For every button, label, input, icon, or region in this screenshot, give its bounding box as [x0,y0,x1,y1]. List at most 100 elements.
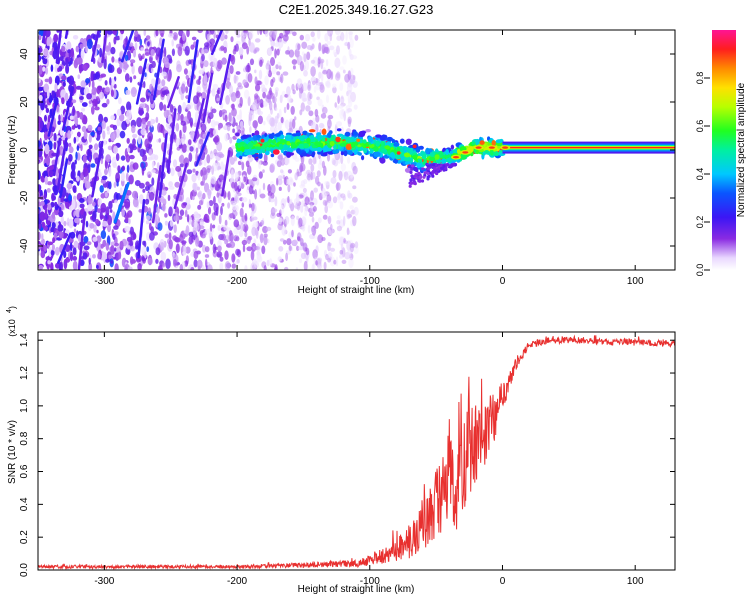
spectrogram-cell [213,211,218,216]
spectrogram-cell [256,137,260,141]
spectrogram-cell [327,215,332,225]
spectrogram-cell [104,80,108,86]
spectrogram-cell [403,156,410,162]
spectrogram-cell [375,134,382,138]
spectrogram-cell [47,241,54,246]
spectrogram-cell [108,64,115,74]
spectrogram-cell [417,171,421,175]
spectrogram-cell [258,69,263,80]
spectrogram-cell [419,175,423,179]
spectrogram-cell [188,139,192,146]
colorbar-tick-label: 0.6 [695,120,705,133]
snr-series-line [38,334,675,570]
spectrogram-cell [396,146,401,153]
snr-y-scale-label: (x10 4 ) [6,306,17,337]
spectrogram-cell [38,94,43,102]
spectrogram-cell [137,263,142,270]
spectrogram-cell [39,211,46,222]
spectrogram-cell [302,242,308,252]
spectrogram-cell [246,179,250,185]
spectrogram-cell [106,30,113,35]
spectrogram-cell [229,136,233,144]
spectrogram-streak [202,72,214,124]
colorbar: 0.0 0.2 0.4 0.6 0.8 Normalized spectral ampl… [695,30,747,276]
spectrogram-cell [100,243,104,249]
spectrogram-cell [297,236,301,241]
spectrogram-cell [358,130,366,138]
spectrogram-cell [362,139,367,144]
spectrogram-cell [207,189,212,200]
spectrogram-cell [46,89,50,99]
svg-text:): ) [7,306,17,309]
spectrogram-cell [159,37,163,47]
spectrogram-cell [212,243,217,254]
spectrogram-cell [408,184,412,188]
spectrogram-cell [269,117,275,127]
spectrogram-cell [155,30,159,37]
spectrogram-cell [349,138,354,143]
spectrogram-cell [167,194,171,202]
spectrogram-cell [127,218,131,225]
spectrogram-cell [379,157,386,164]
spectrogram-cell [220,45,225,51]
spectrogram-cell [262,169,265,174]
spectrogram-cell [336,45,340,55]
spectrogram-cell [112,30,118,36]
spectrogram-cell [60,215,64,225]
spectrogram-cell [193,250,199,260]
spectrogram-cell [109,209,113,213]
spectrogram-cell [241,197,248,203]
colorbar-tick-label: 0.4 [695,168,705,181]
spectrogram-cell [302,130,308,135]
spectrogram-cell [185,225,190,236]
spectrogram-peak [462,151,469,154]
spectrogram-cell [161,189,167,196]
spectrogram-cell [238,47,244,56]
spectrogram-cell [88,262,93,270]
spectrogram-cell [321,237,326,241]
spectrogram-cell [317,264,322,270]
spectrogram-cell [92,236,98,242]
spectrogram-cell [347,98,353,108]
spectrogram-cell [255,221,259,228]
spectrogram-cell [112,124,118,131]
spectrogram-cell [149,93,155,105]
spectrogram-streak [166,108,177,173]
spectrogram-cell [104,168,108,176]
spectrogram-cell [72,260,78,270]
spectrogram-cell [44,114,47,122]
spectrogram-cell [210,30,215,35]
spectrogram-cell [469,146,474,153]
spectrogram-cell [150,226,154,234]
spectrogram-cell [145,35,151,40]
x-tick-label: -300 [94,576,114,587]
spectrogram-cell [90,70,94,82]
spectrogram-cell [292,65,296,70]
spectrogram-cell [110,245,115,255]
spectrogram-cell [274,87,279,93]
spectrogram-cell [185,86,189,94]
spectrogram-cell [312,171,316,180]
spectrogram-cell [204,119,207,126]
spectrogram-cell [296,201,301,211]
spectrogram-cell [235,205,239,212]
spectrogram-cell [168,232,172,241]
spectrogram-cell [106,98,110,105]
spectrogram-cell [309,93,313,100]
spectrogram-cell [284,134,292,142]
spectrogram-cell [142,149,147,155]
spectrogram-cell [173,224,177,234]
spectrogram-cell [86,241,92,246]
spectrogram-cell [121,165,126,172]
spectrogram-cell [129,59,136,64]
spectrogram-streak [210,30,224,56]
spectrogram-cell [275,64,279,70]
spectrogram-cell [38,86,44,92]
spectrogram-cell [259,233,264,244]
spectrogram-cell [150,118,153,128]
spectrogram-cell [270,153,275,158]
spectrogram-cell [295,132,301,137]
spectrogram-cell [117,251,122,260]
spectrogram-cell [421,153,427,160]
spectrogram-cell [216,59,223,70]
